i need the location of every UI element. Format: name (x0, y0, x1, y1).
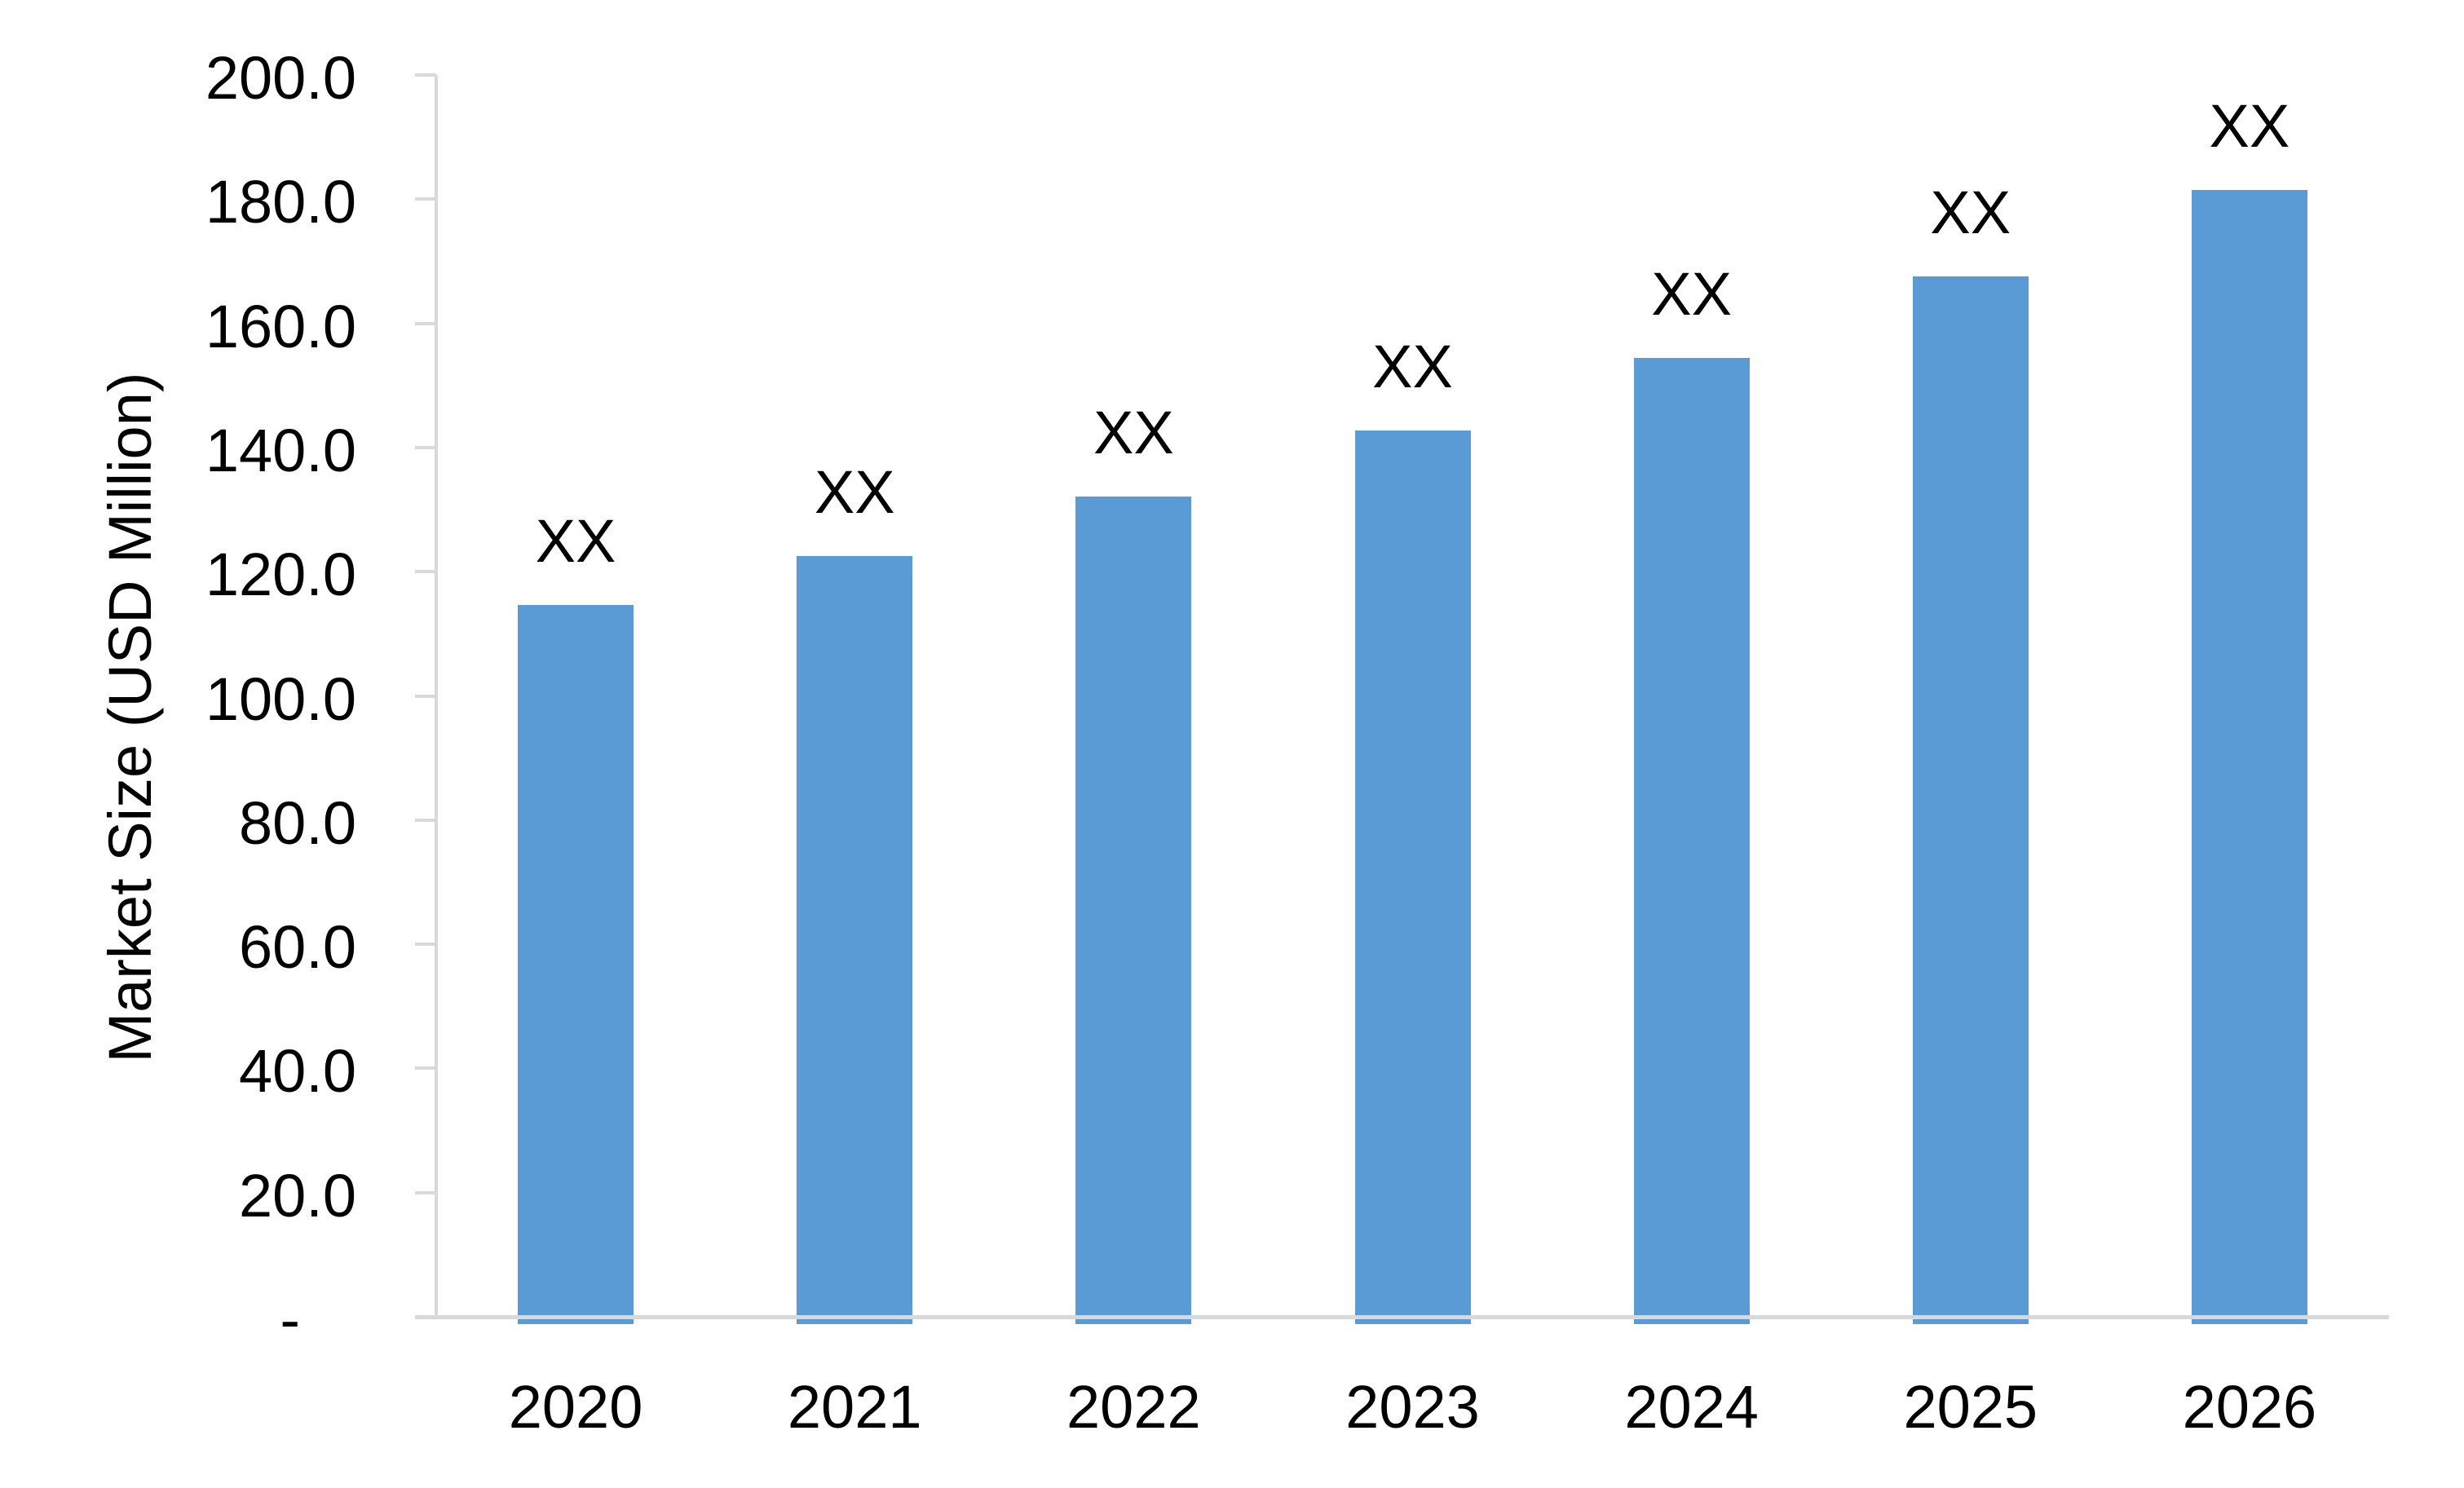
y-axis-tick-mark (415, 1066, 436, 1071)
y-axis-tick-label: 20.0 (238, 1161, 356, 1230)
y-axis-tick-label: - (280, 1286, 300, 1353)
y-axis-tick-label: 140.0 (205, 416, 356, 484)
y-axis-tick-mark (415, 445, 436, 449)
x-axis-category-label: 2022 (1066, 1373, 1201, 1441)
bar (1354, 431, 1471, 1324)
y-axis-tick-mark (415, 73, 436, 77)
y-axis-tick-mark (415, 1190, 436, 1194)
y-axis-tick-mark (415, 943, 436, 947)
x-axis-category-label: 2021 (787, 1373, 922, 1441)
bar-value-label: XX (1930, 178, 2011, 246)
y-axis-tick-mark (415, 570, 436, 574)
bar-value-label: XX (535, 507, 616, 576)
y-axis-line (435, 75, 438, 1318)
y-axis-tick-mark (415, 321, 436, 325)
x-axis-category-label: 2025 (1903, 1373, 2038, 1441)
bar (1075, 497, 1192, 1324)
bar (1633, 358, 1750, 1324)
y-axis-tick-label: 60.0 (238, 913, 356, 982)
y-axis-tick-mark (415, 818, 436, 822)
bar (518, 605, 634, 1324)
y-axis-tick-label: 40.0 (238, 1037, 356, 1106)
bar (797, 556, 913, 1324)
bar-value-label: XX (1651, 260, 1732, 329)
bar (1912, 276, 2029, 1324)
y-axis-tick-label: 120.0 (205, 541, 356, 609)
x-axis-category-label: 2026 (2182, 1373, 2317, 1441)
x-axis-category-label: 2024 (1624, 1373, 1759, 1441)
bar (2191, 189, 2307, 1324)
y-axis-tick-label: 100.0 (205, 665, 356, 733)
y-axis-tick-label: 200.0 (205, 44, 356, 112)
x-axis-line (415, 1315, 2389, 1319)
y-axis-tick-label: 160.0 (205, 292, 356, 360)
y-axis-tick-label: 80.0 (238, 788, 356, 857)
bar-value-label: XX (1372, 333, 1453, 401)
x-axis-category-label: 2023 (1345, 1373, 1480, 1441)
x-axis-category-label: 2020 (508, 1373, 643, 1441)
bar-value-label: XX (2209, 91, 2290, 160)
bar-value-label: XX (814, 458, 895, 527)
y-axis-tick-label: 180.0 (205, 168, 356, 236)
y-axis-tick-mark (415, 197, 436, 201)
y-axis-tick-mark (415, 694, 436, 698)
bar-value-label: XX (1093, 399, 1174, 467)
